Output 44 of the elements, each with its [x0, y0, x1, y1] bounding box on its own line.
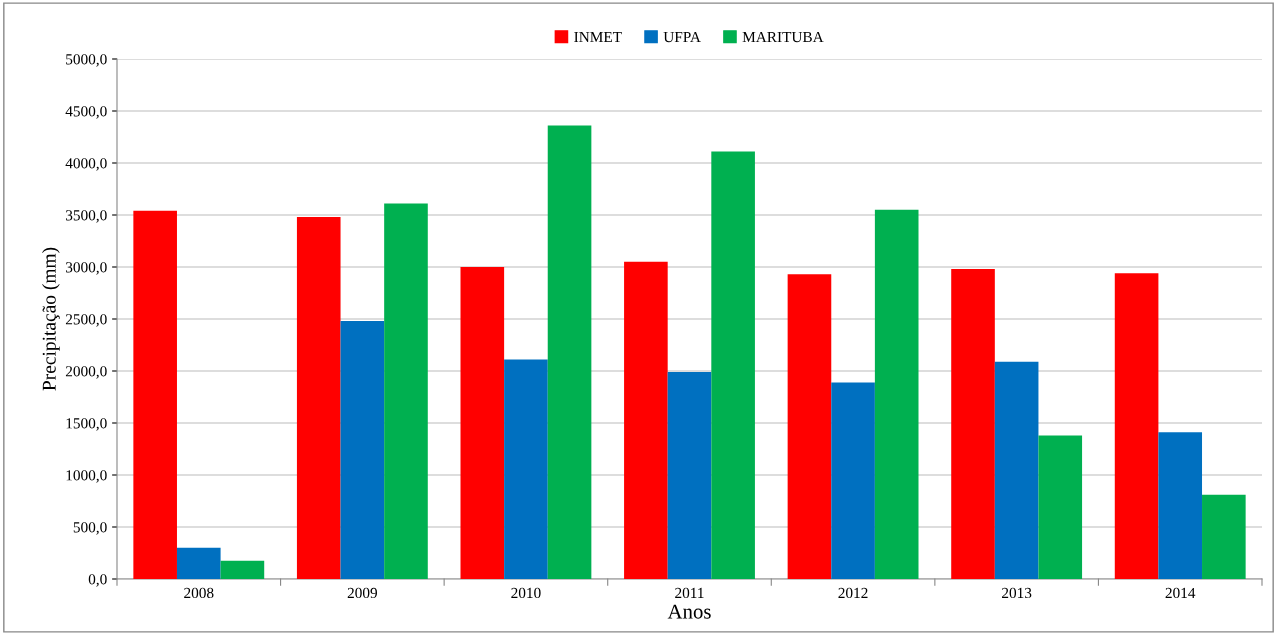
bar [667, 372, 712, 579]
y-tick-label: 5000,0 [66, 54, 107, 67]
y-tick-label: 1000,0 [66, 470, 107, 483]
bar [711, 151, 755, 579]
bar [460, 267, 505, 579]
x-tick-label: 2010 [511, 587, 541, 599]
bar [1038, 435, 1083, 579]
y-tick-label: 3000,0 [65, 262, 107, 275]
y-tick-label: 2000,0 [65, 366, 107, 379]
x-tick-label: 2009 [347, 587, 378, 599]
y-tick-label: 4000,0 [65, 158, 107, 171]
y-tick-label: 500,0 [73, 522, 107, 535]
legend-label: UFPA [663, 31, 701, 43]
bar [1114, 273, 1159, 579]
x-tick-label: 2014 [1165, 587, 1196, 599]
x-tick-label: 2012 [838, 587, 868, 599]
bar [220, 560, 265, 579]
x-axis-title: Anos [667, 604, 711, 619]
x-tick-label: 2011 [675, 587, 704, 599]
bar [874, 209, 919, 579]
bar [504, 359, 548, 579]
bar [340, 321, 385, 579]
bar [994, 361, 1039, 579]
bar [547, 125, 592, 579]
y-axis-title: Precipitação (mm) [42, 247, 60, 391]
bar [787, 274, 832, 579]
y-tick-label: 4500,0 [65, 106, 107, 119]
bar [1202, 494, 1246, 579]
y-tick-label: 2500,0 [65, 314, 107, 327]
y-tick-label: 3500,0 [65, 210, 107, 223]
bar [1158, 432, 1203, 579]
legend-label: INMET [574, 31, 622, 42]
bar [133, 210, 177, 579]
bar [624, 261, 668, 579]
legend-label: MARITUBA [742, 31, 824, 43]
bar [951, 269, 995, 579]
x-tick-label: 2008 [184, 587, 214, 599]
bar [176, 547, 221, 579]
y-tick-label: 0,0 [88, 574, 107, 587]
bar [296, 217, 341, 579]
y-tick-label: 1500,0 [66, 418, 107, 431]
x-tick-label: 2013 [1002, 587, 1032, 599]
bar [384, 203, 428, 579]
bar [831, 382, 875, 579]
